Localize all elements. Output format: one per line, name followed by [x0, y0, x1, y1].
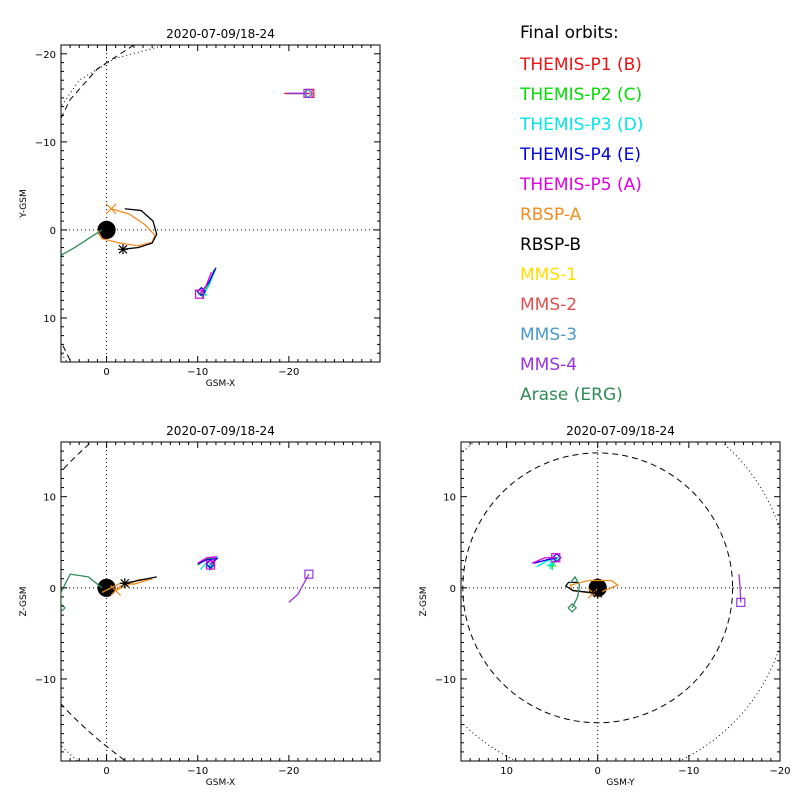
earth-marker — [97, 220, 116, 240]
y-tick-label: −10 — [435, 675, 456, 686]
y-tick-label: 0 — [50, 584, 56, 595]
plot-frame — [460, 441, 781, 762]
x-tick-label: 0 — [103, 766, 109, 777]
xz-panel: 2020-07-09/18-24 0 −10 −20 −10 0 10 GSM-X Z-GSM — [19, 424, 381, 788]
legend-entry: RBSP-B — [520, 235, 581, 255]
x-tick-label: −20 — [278, 766, 299, 777]
legend-entry: THEMIS-P3 (D) — [519, 115, 643, 135]
legend-entry: Arase (ERG) — [520, 385, 623, 405]
legend-entry: THEMIS-P5 (A) — [519, 175, 642, 195]
x-tick-label: −20 — [278, 367, 299, 378]
y-axis-label: Y-GSM — [19, 189, 29, 218]
x-tick-label: 10 — [500, 766, 513, 777]
orbit-marker — [119, 578, 130, 589]
orbit-marker — [303, 88, 313, 99]
chart-title: 2020-07-09/18-24 — [166, 27, 275, 41]
y-axis-label: Z-GSM — [419, 586, 429, 616]
orbit-marker — [567, 603, 578, 613]
chart-title: 2020-07-09/18-24 — [566, 424, 675, 438]
orbit-marker — [105, 203, 117, 215]
legend-entry: THEMIS-P4 (E) — [519, 145, 641, 165]
plot-frame — [60, 441, 381, 762]
orbit-marker — [304, 569, 314, 579]
orbit-marker — [205, 560, 216, 570]
legend-heading: Final orbits: — [520, 23, 619, 43]
xy-panel: 2020-07-09/18-24 0 −10 −20 −20 −10 0 10 GSM-X Y-G… — [19, 27, 381, 389]
legend-entry: MMS-3 — [520, 325, 577, 345]
y-tick-label: −20 — [35, 50, 56, 61]
x-tick-label: −10 — [187, 766, 208, 777]
x-tick-label: −10 — [678, 766, 699, 777]
x-axis-label: GSM-X — [206, 778, 235, 788]
orbit-arase-erg- — [569, 575, 581, 609]
bow-shock-boundary — [61, 744, 79, 761]
magnetopause-boundary — [61, 45, 135, 362]
legend-entry: MMS-2 — [520, 295, 577, 315]
y-tick-label: 0 — [50, 226, 56, 237]
legend-entry: RBSP-A — [520, 205, 582, 225]
x-tick-label: −20 — [769, 766, 790, 777]
chart-title: 2020-07-09/18-24 — [166, 424, 275, 438]
orbit-marker — [194, 289, 205, 299]
plot-frame — [60, 44, 381, 363]
y-tick-label: 10 — [43, 493, 56, 504]
legend-entry: MMS-1 — [520, 265, 577, 285]
bow-shock-boundary — [61, 45, 166, 362]
x-tick-label: 0 — [595, 766, 601, 777]
legend-entry: THEMIS-P2 (C) — [519, 85, 642, 105]
orbit-marker — [117, 244, 128, 255]
y-tick-label: 10 — [43, 314, 56, 325]
legend: Final orbits: THEMIS-P1 (B) THEMIS-P2 (C)… — [519, 23, 643, 405]
orbit-marker — [546, 561, 555, 570]
orbit-marker — [736, 597, 746, 608]
y-axis-label: Z-GSM — [19, 586, 29, 616]
orbit-themis-p5-a- — [199, 271, 212, 295]
x-axis-label: GSM-X — [206, 379, 235, 389]
orbit-arase-erg- — [61, 573, 103, 608]
legend-entry: THEMIS-P1 (B) — [519, 55, 642, 75]
orbit-arase-erg- — [61, 229, 103, 256]
orbit-mms-4 — [738, 574, 742, 603]
orbit-marker — [110, 585, 122, 596]
magnetopause-boundary — [61, 442, 127, 761]
y-tick-label: 0 — [450, 584, 456, 595]
y-tick-label: −10 — [35, 138, 56, 149]
orbit-marker — [592, 588, 603, 599]
orbit-mms-4 — [288, 573, 310, 603]
yz-panel: 2020-07-09/18-24 10 0 −10 −20 −10 0 10 GSM-Y Z-GS… — [419, 424, 791, 788]
x-axis-label: GSM-Y — [606, 778, 635, 788]
y-tick-label: −10 — [35, 675, 56, 686]
orbit-marker — [205, 559, 216, 569]
x-tick-label: 0 — [103, 367, 109, 378]
legend-entry: MMS-4 — [520, 355, 577, 375]
orbit-marker — [551, 553, 561, 563]
orbit-rbsp-b — [122, 208, 158, 250]
x-tick-label: −10 — [187, 367, 208, 378]
y-tick-label: 10 — [443, 493, 456, 504]
